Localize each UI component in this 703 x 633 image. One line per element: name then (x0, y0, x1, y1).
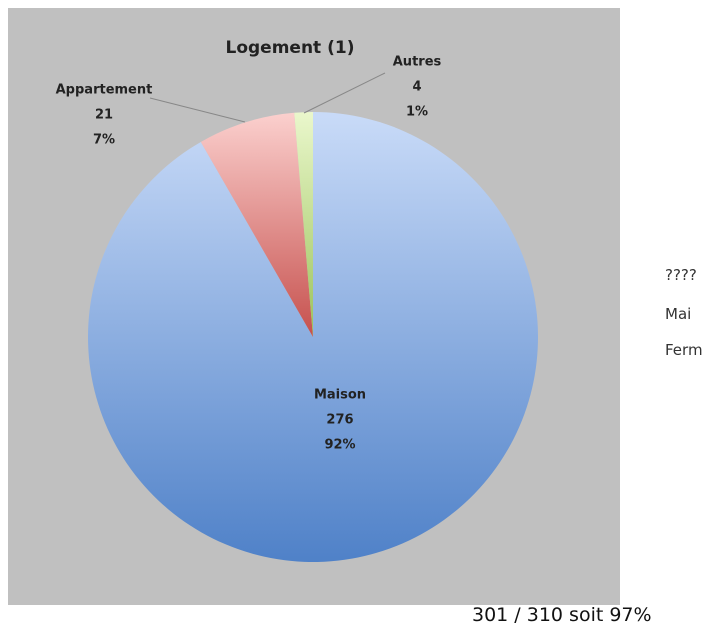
pie-slice (200, 112, 313, 337)
side-text: ???? (665, 266, 697, 284)
data-label-value: 21 (95, 108, 113, 123)
pie-slice (294, 112, 313, 337)
data-label-value: 4 (412, 80, 421, 95)
data-label-name: Maison (314, 388, 366, 403)
footer: 301 / 310 soit 97% (472, 604, 652, 626)
chart-title: Logement (1) (226, 38, 355, 58)
side-text: Ferm (665, 341, 703, 359)
data-label-percent: 1% (406, 105, 428, 120)
leader-line (149, 97, 246, 123)
data-label-percent: 92% (324, 438, 355, 453)
data-label-name: Appartement (56, 83, 153, 98)
data-label-percent: 7% (93, 133, 115, 148)
side-text: Mai (665, 305, 692, 323)
data-label-value: 276 (326, 413, 353, 428)
leader-line (303, 72, 386, 114)
data-label-name: Autres (393, 55, 442, 70)
